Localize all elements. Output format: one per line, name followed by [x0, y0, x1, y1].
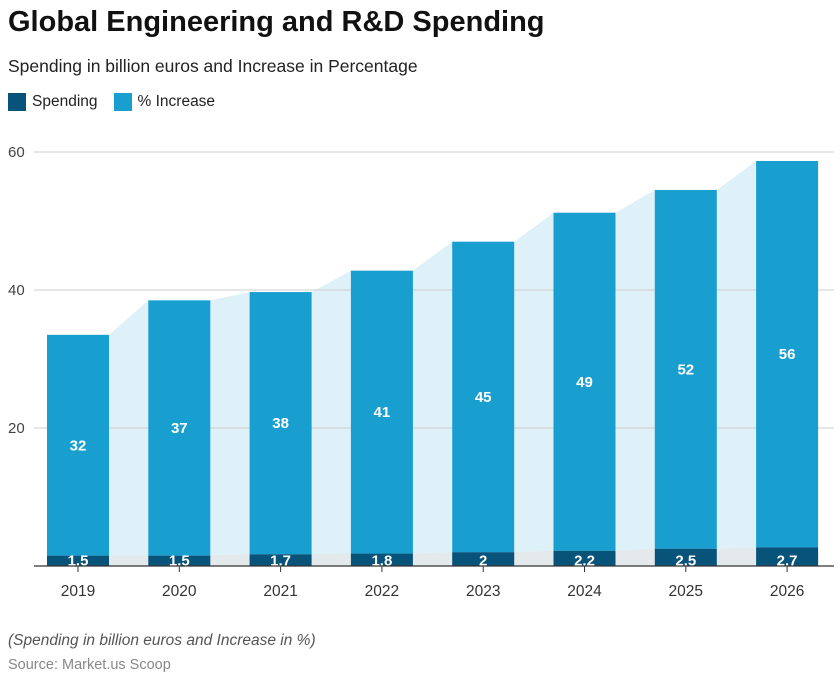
bar-increase-2022[interactable]: [350, 270, 413, 554]
bar-increase-2020[interactable]: [148, 300, 211, 556]
x-tick-label: 2020: [162, 583, 197, 600]
data-label-increase: 52: [677, 361, 694, 378]
bar-increase-2019[interactable]: [47, 334, 109, 556]
chart-footnote: (Spending in billion euros and Increase …: [8, 632, 316, 649]
data-label-spending: 1.8: [371, 553, 392, 570]
legend: Spending % Increase: [8, 93, 231, 111]
data-label-spending: 1.7: [270, 553, 291, 570]
data-label-increase: 49: [576, 374, 593, 391]
chart-source: Source: Market.us Scoop: [8, 657, 171, 673]
legend-item-increase[interactable]: % Increase: [113, 93, 216, 111]
bar-spending-2019[interactable]: [47, 555, 109, 566]
data-label-spending: 1.5: [169, 553, 190, 570]
x-tick-label: 2025: [669, 583, 703, 600]
chart-title: Global Engineering and R&D Spending: [8, 6, 545, 38]
x-tick-label: 2024: [567, 583, 602, 600]
data-label-increase: 56: [779, 346, 796, 363]
data-label-increase: 45: [475, 389, 492, 406]
x-tick-label: 2019: [61, 583, 95, 600]
data-label-increase: 41: [374, 404, 391, 421]
legend-item-spending[interactable]: Spending: [8, 93, 98, 111]
bar-spending-2025[interactable]: [654, 548, 717, 566]
bar-spending-2026[interactable]: [756, 547, 819, 566]
x-tick-label: 2021: [263, 583, 297, 600]
legend-swatch-increase: [113, 93, 132, 111]
bar-spending-2024[interactable]: [553, 550, 616, 566]
y-tick-label: 20: [8, 420, 25, 437]
bar-spending-2022[interactable]: [350, 553, 413, 566]
spending-connector-area: [47, 547, 819, 566]
bar-spending-2021[interactable]: [249, 554, 312, 566]
chart-subtitle: Spending in billion euros and Increase i…: [8, 56, 418, 76]
x-tick-label: 2022: [365, 583, 399, 600]
data-label-spending: 2.5: [675, 553, 696, 570]
bar-increase-2021[interactable]: [249, 292, 312, 555]
bar-spending-2020[interactable]: [148, 555, 211, 566]
bar-spending-2023[interactable]: [452, 552, 515, 566]
bar-increase-2026[interactable]: [756, 160, 819, 548]
legend-label-increase: % Increase: [137, 93, 216, 110]
legend-label-spending: Spending: [32, 93, 98, 110]
x-tick-label: 2026: [770, 583, 804, 600]
y-tick-label: 60: [8, 144, 25, 161]
data-label-spending: 2.7: [777, 553, 798, 570]
data-label-spending: 2: [479, 553, 487, 570]
x-tick-label: 2023: [466, 583, 500, 600]
data-label-increase: 38: [272, 415, 289, 432]
data-label-increase: 37: [171, 420, 188, 437]
data-label-spending: 1.5: [68, 553, 89, 570]
increase-connector-area: [47, 160, 819, 566]
bar-increase-2023[interactable]: [452, 241, 515, 553]
data-label-increase: 32: [70, 437, 87, 454]
bar-increase-2025[interactable]: [654, 189, 717, 549]
data-label-spending: 2.2: [574, 553, 595, 570]
legend-swatch-spending: [8, 93, 26, 111]
bar-increase-2024[interactable]: [553, 212, 616, 551]
y-tick-label: 40: [8, 282, 25, 299]
